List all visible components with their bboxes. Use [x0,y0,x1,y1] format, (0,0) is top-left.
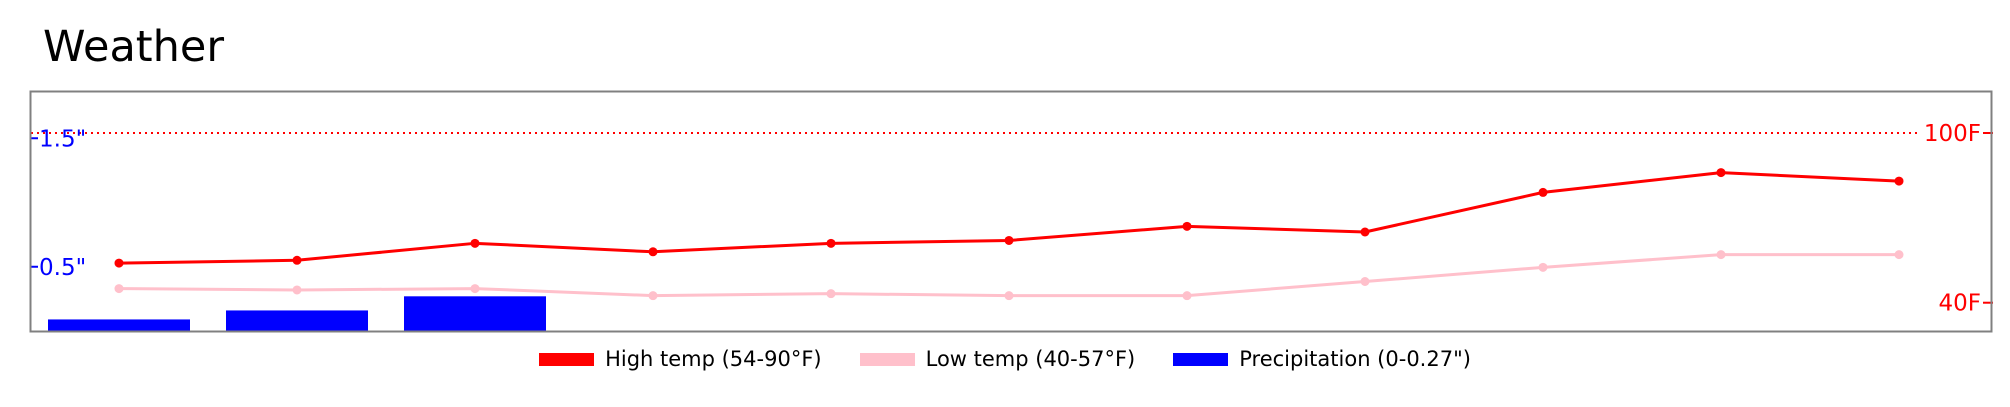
point-low [1894,250,1904,260]
series-line-low [118,253,1899,298]
temperature-lines-layer [114,168,1904,301]
series-line-high [118,171,1900,265]
precipitation-bars-layer [48,296,546,331]
point-low [826,289,836,299]
point-high [114,258,124,268]
point-high [1360,227,1370,237]
point-high [292,255,302,265]
legend-swatch-high [539,352,595,366]
legend-item-high: High temp (54-90°F) [539,347,822,371]
point-low [1004,291,1014,301]
point-low [470,284,480,294]
point-high [648,247,658,257]
precip-tick-label: 0.5" [39,255,86,281]
legend-label-high: High temp (54-90°F) [605,347,822,371]
point-high [1004,235,1014,245]
point-low [1360,277,1370,286]
point-high [1716,168,1726,178]
temp-tick-label: 40F [1939,291,1982,317]
point-low [114,284,124,294]
precip-bar [48,319,190,331]
point-high [1894,176,1904,186]
precip-bar [226,310,368,331]
axis-ticks-layer: 100F 40F 1.5" 0.5" [30,121,1993,317]
point-high [1182,221,1192,231]
legend-label-low: Low temp (40-57°F) [925,347,1136,371]
point-high [470,238,480,248]
legend: High temp (54-90°F) Low temp (40-57°F) P… [0,344,2010,374]
temp-tick-label: 100F [1924,121,1981,147]
point-low [1716,250,1726,260]
point-high [1538,187,1548,197]
legend-label-precip: Precipitation (0-0.27") [1239,347,1471,371]
point-low [292,285,302,295]
point-low [1538,262,1548,272]
point-low [1182,291,1192,301]
point-low [648,291,658,301]
legend-item-precip: Precipitation (0-0.27") [1173,347,1471,371]
legend-swatch-low [859,352,915,366]
point-high [826,238,836,248]
precip-tick-label: 1.5" [39,126,86,152]
legend-swatch-precip [1173,352,1229,366]
chart-title: Weather [43,22,225,72]
legend-item-low: Low temp (40-57°F) [859,347,1136,371]
plot-frame [29,90,1993,333]
precip-bar [404,296,546,331]
